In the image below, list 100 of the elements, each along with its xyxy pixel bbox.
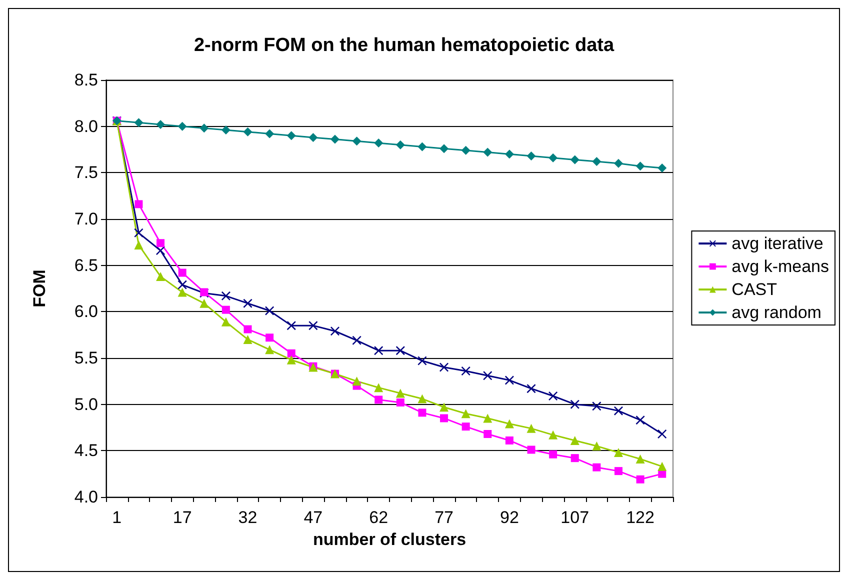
point (396, 346, 405, 356)
x-tick-label: 77 (434, 508, 454, 527)
point (396, 388, 405, 398)
chart-title: 2-norm FOM on the human hematopoietic data (194, 35, 614, 56)
point (592, 463, 601, 472)
x-tick-label: 47 (304, 508, 323, 527)
point (461, 146, 470, 155)
point (440, 402, 449, 412)
y-tick-label: 7.5 (74, 163, 98, 182)
point (178, 122, 187, 131)
point (483, 371, 492, 380)
x-axis-title: number of clusters (312, 530, 466, 549)
x-tick-label: 122 (626, 508, 654, 527)
point (636, 416, 645, 425)
point (658, 462, 667, 471)
point (308, 132, 318, 142)
point (461, 366, 470, 376)
point (570, 436, 580, 445)
point (526, 424, 536, 433)
point (286, 321, 296, 330)
point (287, 349, 296, 358)
point (658, 429, 667, 438)
y-axis-title: FOM (30, 270, 49, 308)
point (461, 409, 470, 418)
point (592, 402, 602, 411)
legend-label: avg random (732, 303, 822, 322)
point (614, 448, 623, 458)
point (286, 131, 296, 140)
point (440, 414, 448, 422)
point (374, 383, 384, 392)
point (134, 200, 143, 208)
point (484, 430, 492, 438)
point (156, 272, 166, 281)
point (504, 419, 514, 428)
y-tick-label: 8.0 (74, 116, 98, 136)
point (504, 150, 514, 159)
point (178, 288, 187, 297)
point (440, 144, 449, 154)
point (221, 317, 230, 326)
x-tick-label: 17 (172, 508, 192, 527)
point (374, 396, 383, 404)
point (505, 436, 514, 444)
point (636, 162, 645, 171)
point (504, 376, 514, 385)
point (614, 406, 623, 416)
y-tick-label: 7.0 (74, 210, 98, 228)
y-tick-label: 6.5 (74, 256, 98, 275)
point (286, 355, 296, 364)
legend-label: avg k-means (732, 257, 830, 276)
point (156, 239, 165, 248)
point (134, 240, 144, 250)
y-tick-label: 5.0 (74, 394, 98, 414)
point (592, 442, 602, 451)
point (418, 142, 427, 152)
point (527, 446, 536, 454)
point (570, 454, 579, 462)
point (265, 129, 274, 138)
point (221, 126, 230, 135)
point (352, 376, 362, 386)
point (243, 127, 252, 136)
point (658, 164, 667, 173)
y-tick-label: 4.5 (74, 441, 98, 460)
point (396, 398, 404, 406)
point (244, 325, 252, 334)
legend-label: avg iterative (732, 234, 824, 253)
point (374, 138, 384, 148)
point (352, 336, 362, 345)
point (636, 475, 644, 484)
point (548, 153, 558, 162)
point (614, 467, 622, 476)
point (222, 306, 230, 314)
point (178, 280, 187, 290)
point (462, 422, 470, 431)
x-tick-label: 1 (112, 508, 122, 527)
point (221, 291, 230, 300)
point (134, 118, 144, 128)
point (570, 400, 580, 409)
point (483, 148, 492, 157)
point (418, 408, 426, 417)
x-tick-label: 62 (369, 508, 388, 527)
point (330, 326, 340, 336)
point (243, 334, 252, 344)
point (200, 298, 209, 308)
y-tick-label: 6.0 (74, 302, 98, 322)
y-tick-label: 4.0 (74, 488, 98, 506)
point (308, 321, 318, 330)
point (526, 151, 536, 160)
point (265, 306, 274, 316)
point (266, 334, 274, 342)
point (548, 430, 558, 440)
point (265, 345, 274, 354)
point (483, 414, 492, 423)
x-tick-label: 107 (560, 508, 590, 527)
point (352, 136, 362, 146)
point (592, 157, 602, 166)
point (570, 155, 580, 164)
point (374, 346, 384, 356)
x-tick-label: 32 (238, 508, 258, 527)
y-tick-label: 8.5 (74, 70, 98, 90)
legend-label: CAST (732, 280, 778, 299)
